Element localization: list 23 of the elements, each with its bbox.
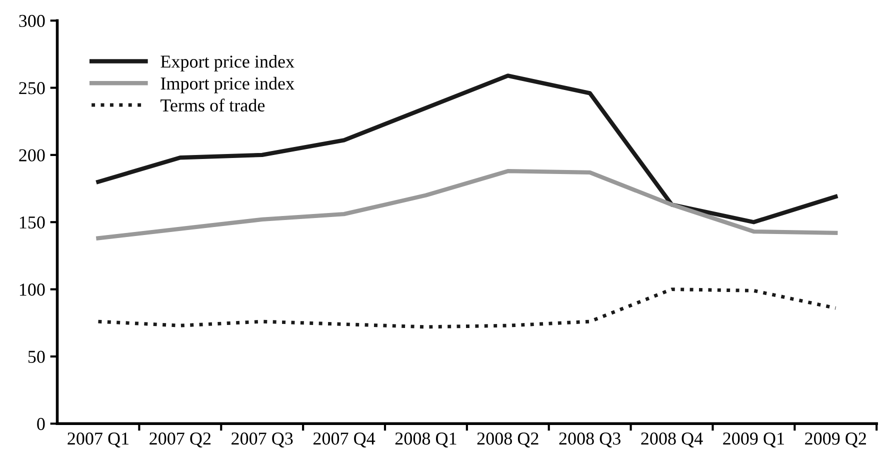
line-series — [96, 74, 838, 224]
y-tick-label: 100 — [20, 284, 45, 296]
y-tick-label: 200 — [19, 149, 45, 162]
y-tick-label: 300 — [19, 14, 45, 28]
y-tick-label: 0 — [37, 418, 45, 430]
y-tick-label: 50 — [28, 350, 45, 363]
x-tick-label: 2007 Q3 — [232, 432, 293, 448]
x-tick-label: 2007 Q2 — [150, 432, 211, 448]
x-tick-label: 2007 Q4 — [313, 432, 376, 448]
x-tick-label: 2008 Q1 — [395, 432, 456, 448]
x-tick-label: 2009 Q2 — [805, 432, 866, 448]
legend-label: Export price index — [160, 55, 294, 72]
y-tick-label: 250 — [19, 82, 45, 94]
x-tick-label: 2008 Q3 — [559, 432, 620, 448]
line-series — [96, 168, 838, 240]
y-tick-label: 150 — [20, 216, 45, 229]
x-tick-label: 2008 Q4 — [641, 432, 703, 448]
legend-label: Terms of trade — [160, 98, 265, 112]
x-tick-label: 2007 Q1 — [68, 432, 128, 448]
legend-label: Import price index — [160, 76, 294, 94]
x-tick-label: 2008 Q2 — [477, 432, 538, 448]
x-tick-label: 2009 Q1 — [723, 432, 784, 448]
line-series — [96, 288, 838, 329]
